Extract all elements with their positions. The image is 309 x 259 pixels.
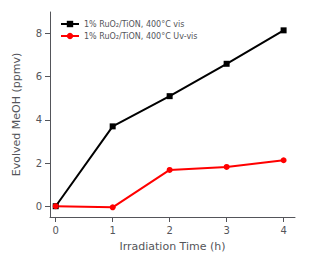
svg-text:6: 6 xyxy=(36,71,42,82)
svg-text:8: 8 xyxy=(36,28,42,39)
svg-text:2: 2 xyxy=(36,158,42,169)
svg-text:4: 4 xyxy=(280,225,286,236)
svg-text:2: 2 xyxy=(166,225,172,236)
svg-text:Irradiation Time (h): Irradiation Time (h) xyxy=(119,240,225,253)
svg-text:0: 0 xyxy=(36,201,42,212)
svg-text:Evolved MeOH (ppmv): Evolved MeOH (ppmv) xyxy=(10,53,23,176)
svg-text:4: 4 xyxy=(36,114,42,125)
svg-text:1% RuO₂/TiON, 400°C vis: 1% RuO₂/TiON, 400°C vis xyxy=(84,20,184,29)
svg-text:3: 3 xyxy=(223,225,229,236)
svg-text:1: 1 xyxy=(109,225,115,236)
svg-text:1% RuO₂/TiON, 400°C Uv-vis: 1% RuO₂/TiON, 400°C Uv-vis xyxy=(84,32,198,41)
svg-text:0: 0 xyxy=(53,225,59,236)
